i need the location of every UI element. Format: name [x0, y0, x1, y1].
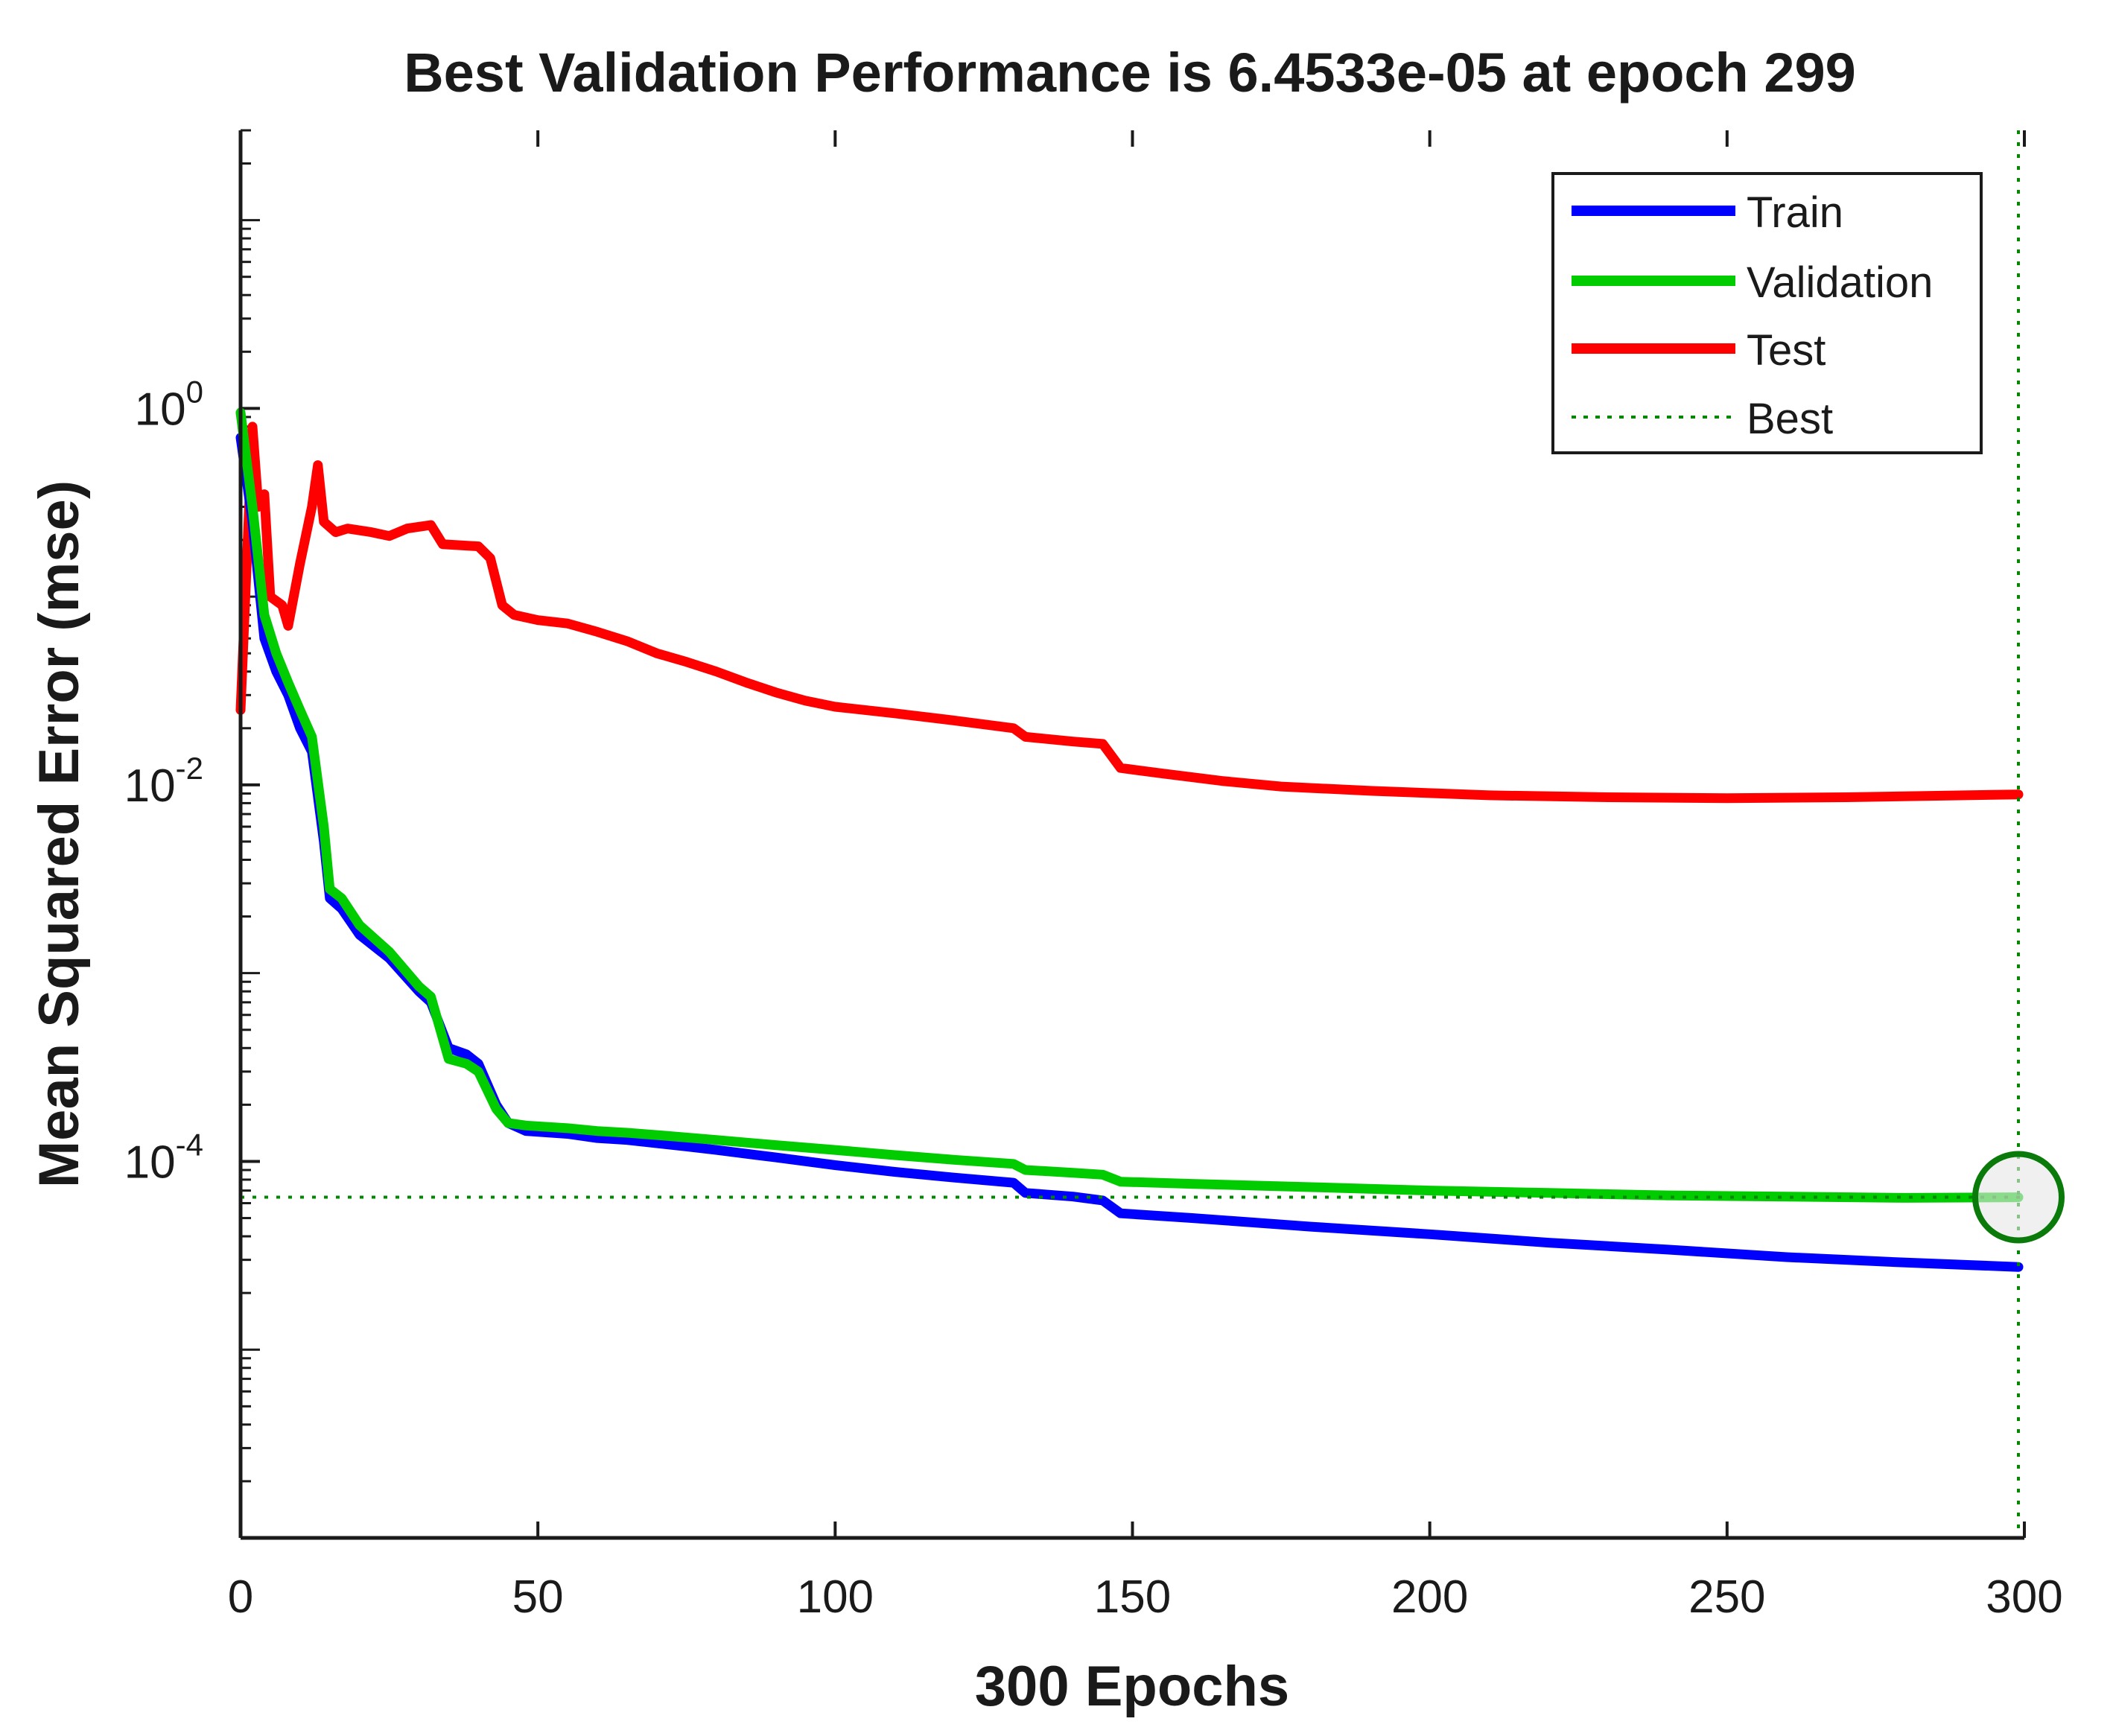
- legend-label-test: Test: [1747, 326, 1826, 375]
- series-line-validation: [235, 407, 2024, 1203]
- legend-box: [1551, 172, 1983, 454]
- chart-title: Best Validation Performance is 6.4533e-0…: [404, 42, 1856, 104]
- legend-label-train: Train: [1747, 188, 1843, 237]
- y-axis-label: Mean Squared Error (mse): [28, 480, 91, 1188]
- legend-label-best: Best: [1747, 395, 1833, 443]
- x-tick-label: 300: [1986, 1571, 2062, 1623]
- x-tick-label: 0: [228, 1571, 253, 1623]
- series-line-test: [235, 422, 2024, 804]
- x-tick-label: 50: [512, 1571, 564, 1623]
- x-tick-label: 250: [1688, 1571, 1765, 1623]
- y-tick-label: 100: [135, 374, 203, 435]
- y-axis-ticks: 100 10-2 10-4: [124, 374, 260, 1188]
- best-point-marker: [1972, 1151, 2065, 1244]
- series-lines: [235, 407, 2024, 1272]
- x-axis-label: 300 Epochs: [975, 1655, 1289, 1718]
- best-markers: [241, 130, 2065, 1538]
- x-tick-label: 200: [1391, 1571, 1468, 1623]
- x-tick-label: 100: [797, 1571, 874, 1623]
- x-axis-ticks: 0 50 100 150 200 250 300: [228, 130, 2063, 1623]
- x-tick-label: 150: [1094, 1571, 1171, 1623]
- legend: Train Validation Test Best: [1551, 172, 1983, 454]
- legend-label-validation: Validation: [1747, 258, 1933, 307]
- y-tick-label: 10-4: [124, 1127, 203, 1188]
- y-tick-label: 10-2: [124, 751, 203, 812]
